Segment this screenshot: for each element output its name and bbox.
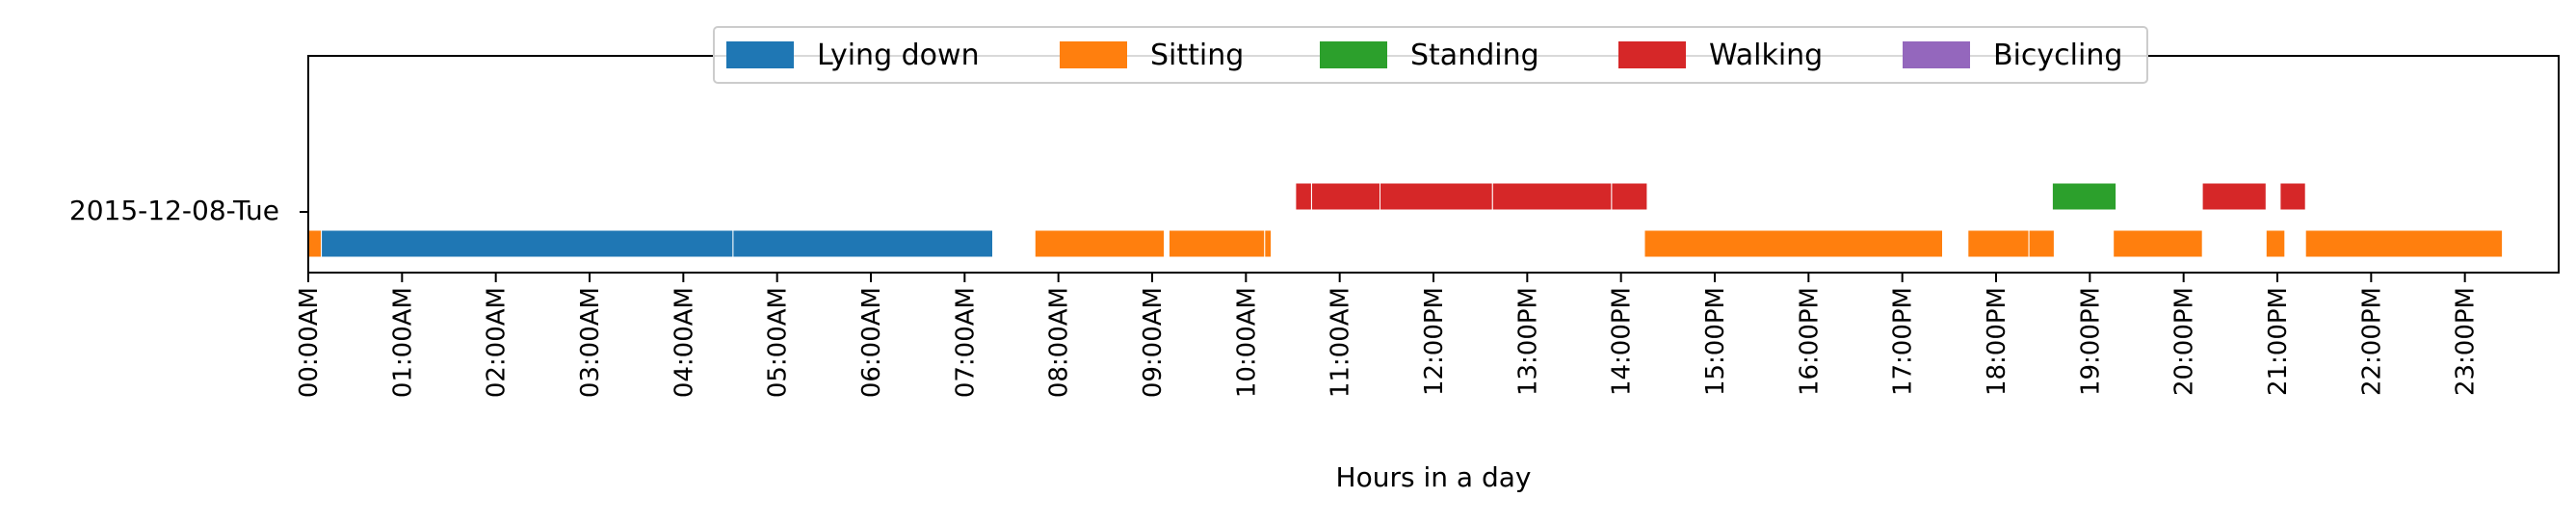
x-tick-label: 12:00PM [1420,287,1449,396]
x-tick-label: 03:00AM [576,287,605,398]
legend-frame [713,26,2148,84]
y-tick-label: 2015-12-08-Tue [69,195,279,226]
x-tick-label: 20:00PM [2170,287,2199,396]
x-tick-label: 01:00AM [388,287,417,398]
legend-swatch-walking [1618,41,1686,68]
x-tick-label: 18:00PM [1983,287,2011,396]
legend-label: Bicycling [1993,39,2122,72]
legend-label: Walking [1709,39,1823,72]
segment-walking [1491,182,1613,211]
segment-sitting [307,229,323,258]
x-tick-label: 07:00AM [951,287,980,398]
x-tick-label: 15:00PM [1701,287,1730,396]
segment-sitting [1264,229,1273,258]
segment-sitting [1169,229,1266,258]
x-tick-label: 19:00PM [2076,287,2105,396]
segment-sitting [1034,229,1166,258]
segment-walking [1380,182,1493,211]
segment-walking [2279,182,2306,211]
x-tick-label: 09:00AM [1139,287,1168,398]
legend-swatch-lying-down [726,41,794,68]
x-tick-label: 21:00PM [2264,287,2293,396]
x-axis-ticks: 00:00AM 01:00AM 02:00AM 03:00AM 04:00AM 05:00… [295,273,2481,398]
segment-sitting [1643,229,1943,258]
segment-lying-down [732,229,994,258]
x-tick-label: 17:00PM [1889,287,1918,396]
x-tick-label: 13:00PM [1513,287,1542,396]
segment-sitting [2028,229,2055,258]
legend-label: Standing [1410,39,1539,72]
segment-standing [2051,182,2117,211]
x-tick-label: 04:00AM [670,287,698,398]
segment-walking [2201,182,2267,211]
x-tick-label: 00:00AM [295,287,324,398]
legend-label: Sitting [1150,39,1244,72]
x-tick-label: 02:00AM [483,287,512,398]
legend-swatch-bicycling [1903,41,1970,68]
x-tick-label: 22:00PM [2357,287,2386,396]
x-tick-label: 16:00PM [1795,287,1824,396]
segment-lying-down [321,229,734,258]
segment-sitting [2304,229,2504,258]
segments-layer [307,182,2504,258]
legend-label: Lying down [817,39,980,72]
legend-swatch-sitting [1060,41,1127,68]
legend-swatch-standing [1320,41,1387,68]
x-tick-label: 06:00AM [857,287,886,398]
segment-sitting [2265,229,2286,258]
x-tick-label: 23:00PM [2452,287,2481,396]
x-tick-label: 11:00AM [1327,287,1355,398]
segment-sitting [1967,229,2030,258]
x-tick-label: 10:00AM [1232,287,1261,398]
x-axis-label: Hours in a day [1336,461,1532,493]
segment-walking [1311,182,1381,211]
x-tick-label: 08:00AM [1045,287,1074,398]
segment-walking [1295,182,1312,211]
x-tick-label: 14:00PM [1608,287,1637,396]
segment-sitting [2113,229,2203,258]
legend: Lying down Sitting Standing Walking Bicyclin… [713,26,2148,84]
segment-walking [1611,182,1648,211]
y-axis-ticks: 2015-12-08-Tue [69,195,308,226]
x-tick-label: 05:00AM [764,287,793,398]
